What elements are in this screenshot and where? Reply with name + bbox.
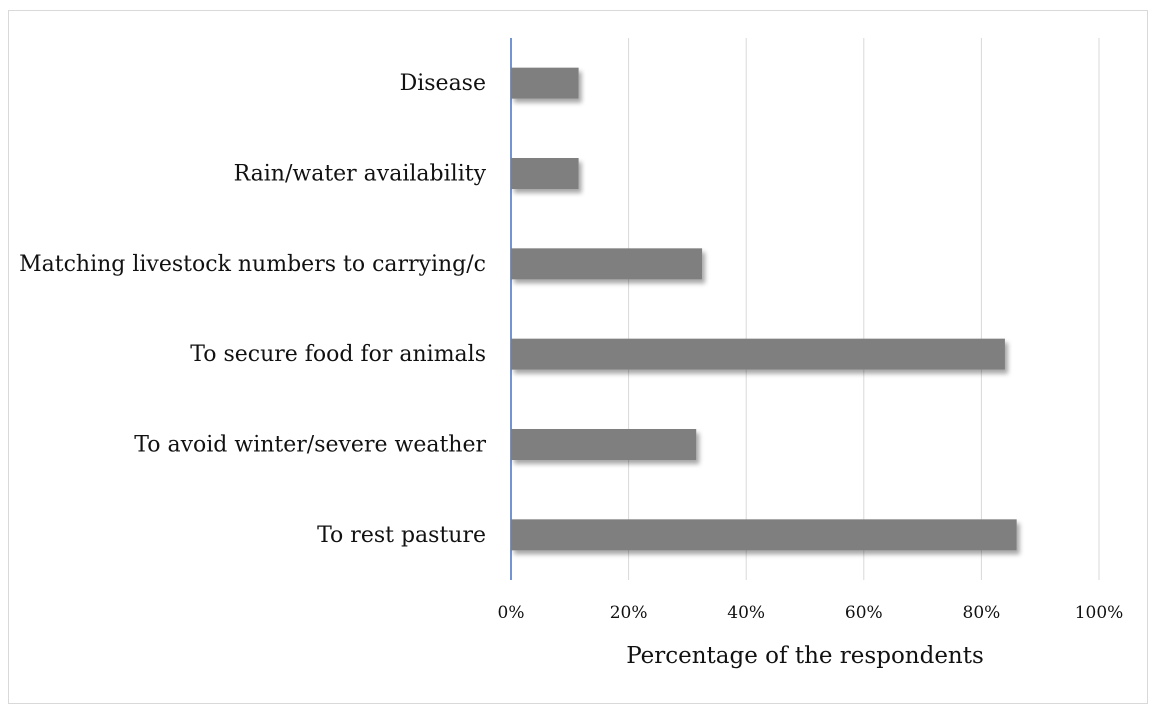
x-axis-title: Percentage of the respondents <box>626 643 984 669</box>
x-tick-label: 20% <box>610 603 648 623</box>
bar <box>511 67 579 99</box>
x-tick-label: 40% <box>727 603 765 623</box>
gridlines <box>628 38 1100 580</box>
x-tick-label: 80% <box>963 603 1001 623</box>
x-tick-label: 100% <box>1075 603 1124 623</box>
bar <box>511 248 703 280</box>
bar <box>511 338 1005 370</box>
category-label: Matching livestock numbers to carrying/c <box>19 252 486 277</box>
category-label: To secure food for animals <box>190 342 486 367</box>
category-label: Disease <box>400 71 486 96</box>
category-label: To avoid winter/severe weather <box>134 433 486 458</box>
category-label: Rain/water availability <box>234 162 487 187</box>
bars <box>511 67 1017 551</box>
category-labels: Disease Rain/water availability Matching l… <box>19 71 486 548</box>
x-tick-labels: 0% 20% 40% 60% 80% 100% <box>498 603 1124 623</box>
bar <box>511 158 579 189</box>
category-label: To rest pasture <box>317 523 486 548</box>
bar <box>511 519 1017 551</box>
bar <box>511 429 697 460</box>
x-tick-label: 0% <box>498 603 525 623</box>
x-tick-label: 60% <box>845 603 883 623</box>
